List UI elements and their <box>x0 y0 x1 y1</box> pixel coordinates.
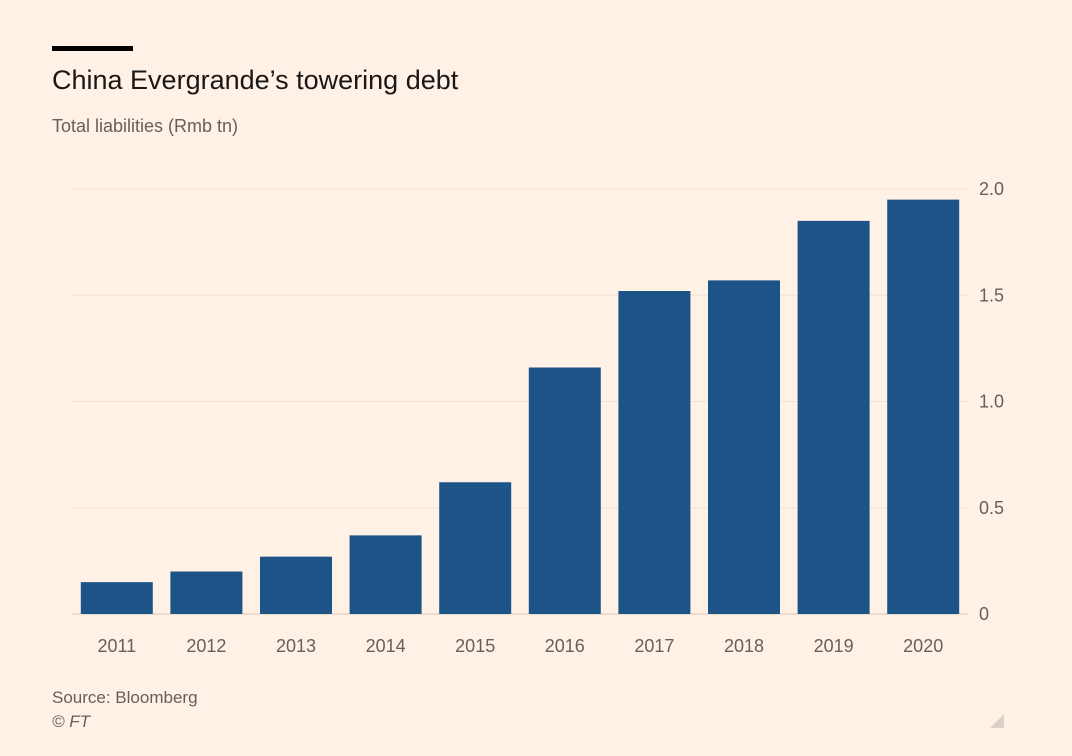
bar-2016 <box>528 367 601 614</box>
x-tick-label: 2013 <box>276 636 316 656</box>
y-tick-label: 0 <box>979 604 989 624</box>
bar-2011 <box>80 582 153 614</box>
bar-2020 <box>887 199 960 614</box>
x-tick-label: 2012 <box>186 636 226 656</box>
x-axis-labels: 2011 2012 2013 2014 2015 2016 2017 2018 2019 2020 <box>97 636 943 656</box>
x-tick-label: 2019 <box>814 636 854 656</box>
y-tick-label: 2.0 <box>979 179 1004 199</box>
x-tick-label: 2015 <box>455 636 495 656</box>
chart-subtitle: Total liabilities (Rmb tn) <box>52 116 239 136</box>
source-note: Source: Bloomberg <box>52 688 198 707</box>
x-tick-label: 2011 <box>97 636 136 656</box>
x-tick-label: 2020 <box>903 636 943 656</box>
x-tick-label: 2017 <box>634 636 674 656</box>
bar-2018 <box>708 280 780 614</box>
x-tick-label: 2018 <box>724 636 764 656</box>
resize-grip-icon[interactable] <box>990 714 1004 728</box>
bars <box>80 199 960 614</box>
y-tick-label: 0.5 <box>979 498 1004 518</box>
bar-2012 <box>170 571 243 614</box>
x-tick-label: 2016 <box>545 636 585 656</box>
bar-2015 <box>439 482 512 614</box>
bar-2019 <box>797 220 870 614</box>
x-tick-label: 2014 <box>366 636 406 656</box>
bar-2013 <box>260 556 332 614</box>
bar-2014 <box>349 535 422 614</box>
y-axis-labels: 0 0.5 1.0 1.5 2.0 <box>979 179 1004 624</box>
copyright-credit: © FT <box>52 712 91 731</box>
y-tick-label: 1.0 <box>979 392 1004 412</box>
y-tick-label: 1.5 <box>979 285 1004 305</box>
chart-title: China Evergrande’s towering debt <box>52 65 459 95</box>
title-rule <box>52 46 133 51</box>
bar-2017 <box>618 291 691 614</box>
